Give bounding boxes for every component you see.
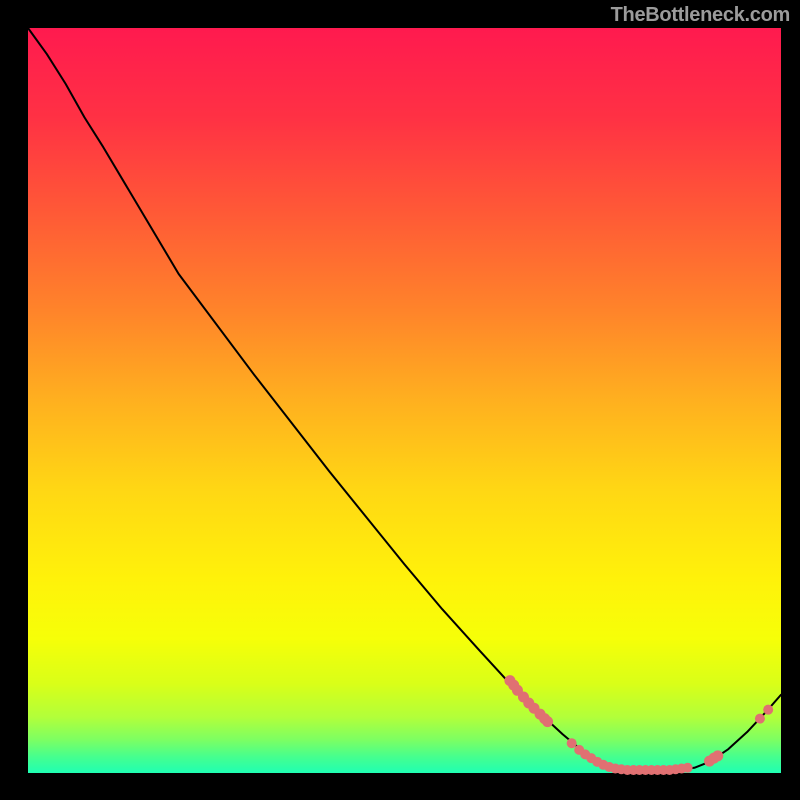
bottleneck-chart	[0, 0, 800, 800]
chart-container: TheBottleneck.com	[0, 0, 800, 800]
